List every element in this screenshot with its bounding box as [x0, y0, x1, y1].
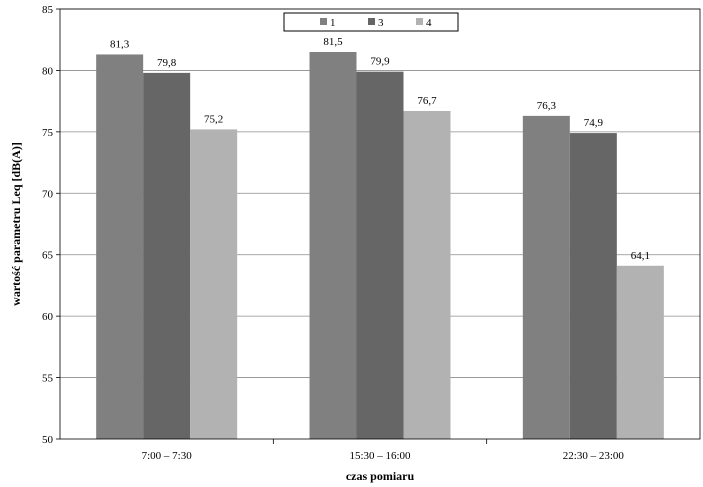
legend-swatch: [320, 18, 327, 25]
y-tick-label: 50: [42, 434, 54, 446]
data-label: 76,3: [537, 100, 557, 112]
bar: [309, 52, 357, 439]
y-tick-label: 85: [42, 4, 54, 16]
legend: 1 3 4: [283, 12, 459, 32]
bar: [143, 72, 191, 439]
data-label: 81,5: [323, 36, 343, 48]
legend-label: 4: [426, 17, 432, 29]
y-tick-label: 65: [42, 250, 54, 262]
data-label: 75,2: [204, 113, 223, 125]
plot-area-border: [59, 8, 701, 440]
y-tick-label: 70: [42, 188, 54, 200]
data-label: 64,1: [631, 250, 650, 262]
bar: [356, 71, 404, 440]
y-tick-label: 60: [42, 311, 54, 323]
data-label: 79,8: [157, 57, 177, 69]
y-axis-title: wartość parametru Leq [dB(A)]: [9, 142, 23, 306]
data-label: 74,9: [584, 117, 604, 129]
bar: [616, 265, 664, 439]
data-labels: 81,3 79,8 75,2 81,5 79,9 76,7 76,3 74,9 64,1: [110, 36, 650, 262]
bar: [569, 133, 617, 440]
y-tick-label: 75: [42, 127, 54, 139]
bars: [96, 52, 664, 440]
legend-label: 3: [378, 17, 384, 29]
data-label: 79,9: [370, 56, 390, 68]
legend-swatch: [368, 18, 375, 25]
axes: 50 55 60 65 70 75 80 85 7:00 – 7:30 15:30 – 16:00…: [42, 4, 701, 462]
y-tick-label: 80: [42, 65, 54, 77]
x-tick-label: 7:00 – 7:30: [142, 450, 193, 462]
bar: [403, 110, 451, 439]
bar: [96, 54, 144, 439]
data-label: 81,3: [110, 38, 130, 50]
x-tick-label: 22:30 – 23:00: [563, 450, 625, 462]
bar: [190, 129, 238, 439]
data-label: 76,7: [417, 95, 437, 107]
legend-swatch: [416, 18, 423, 25]
x-axis-title: czas pomiaru: [346, 469, 415, 483]
x-tick-label: 15:30 – 16:00: [349, 450, 411, 462]
y-tick-label: 55: [42, 373, 54, 385]
legend-label: 1: [330, 17, 336, 29]
bar: [522, 115, 570, 439]
